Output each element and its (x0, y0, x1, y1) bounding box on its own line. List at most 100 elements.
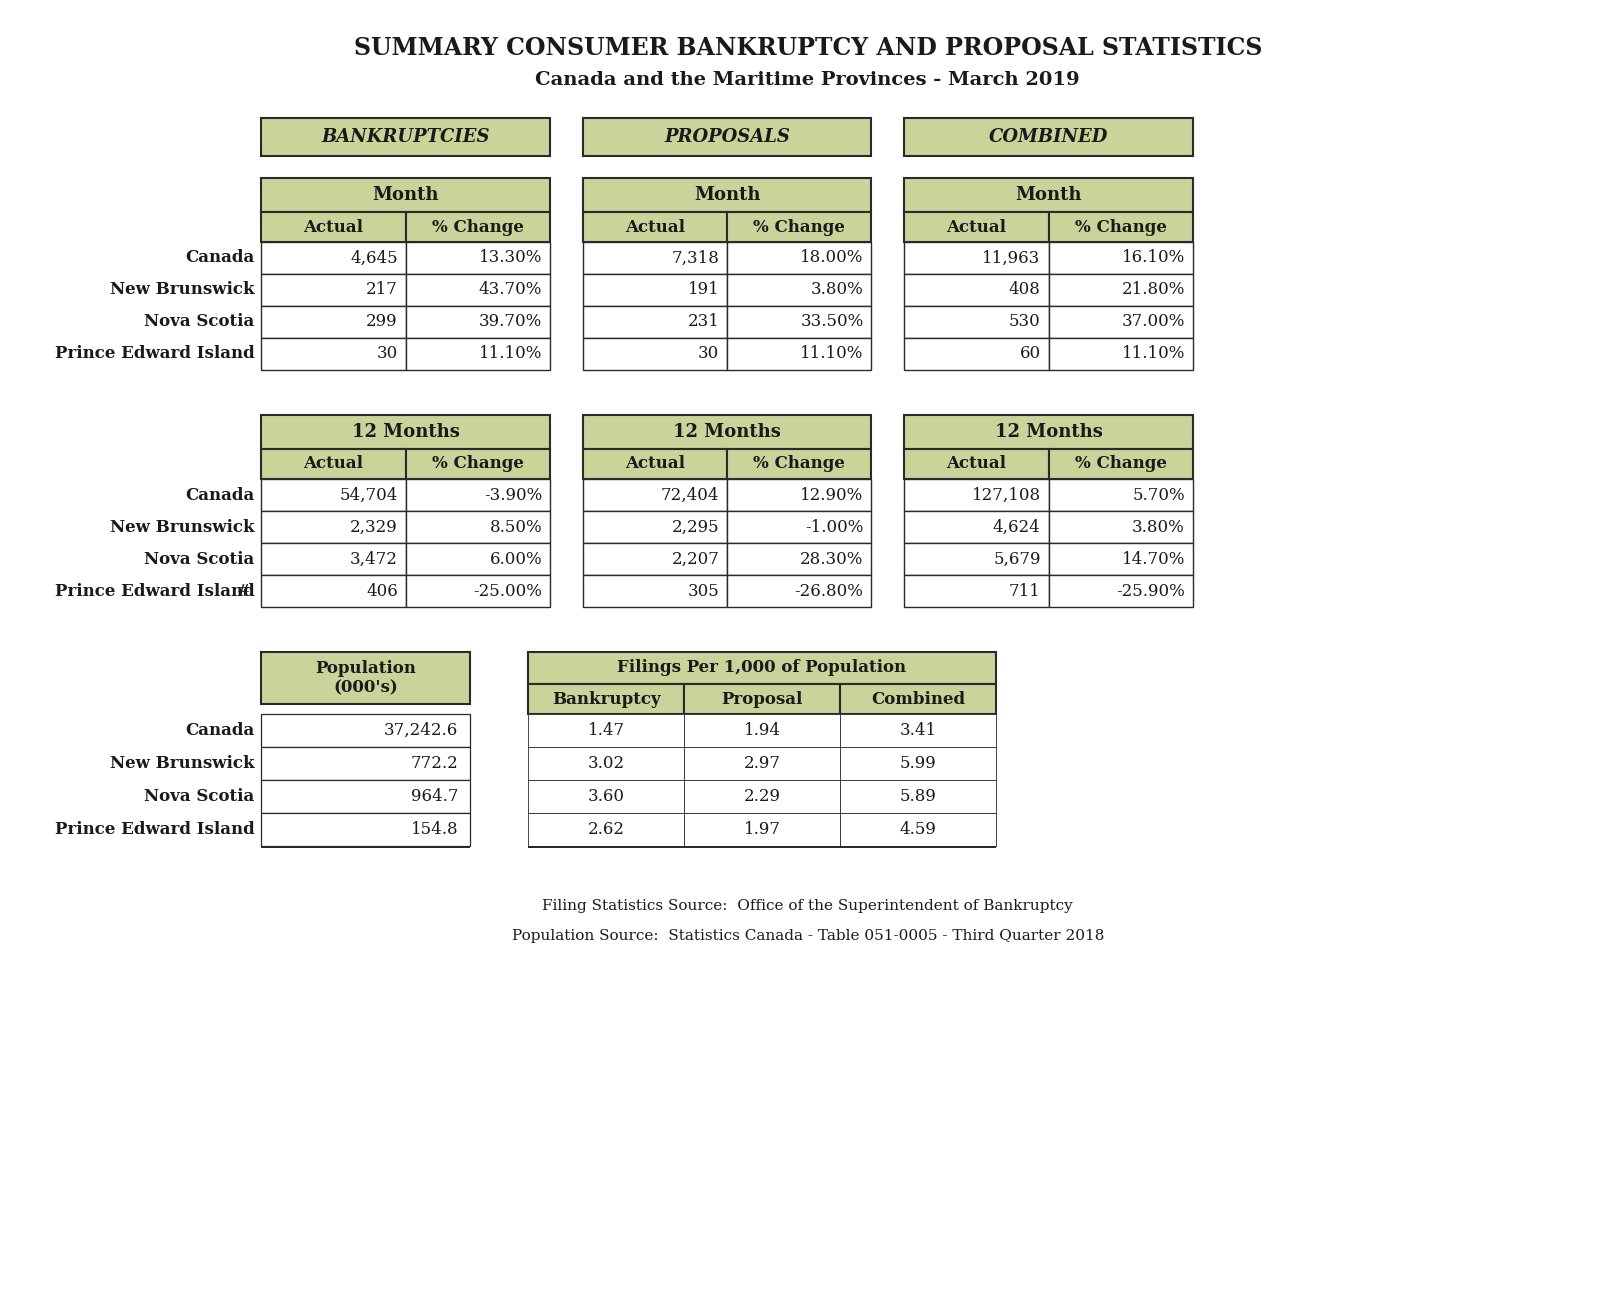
Bar (262, 652, 471, 703)
Bar (262, 714, 471, 747)
Bar (262, 511, 405, 543)
Text: 1.97: 1.97 (742, 821, 779, 838)
Text: 21.80%: 21.80% (1122, 282, 1184, 299)
Text: Population
(000's): Population (000's) (315, 659, 416, 697)
Text: 13.30%: 13.30% (479, 250, 542, 266)
Bar (1048, 449, 1192, 478)
Text: 4.59: 4.59 (898, 821, 935, 838)
Text: Canada: Canada (185, 250, 254, 266)
Text: 3.02: 3.02 (587, 755, 624, 772)
Bar (903, 306, 1048, 337)
Text: 964.7: 964.7 (411, 787, 458, 806)
Bar (903, 212, 1048, 242)
Text: 2.62: 2.62 (587, 821, 624, 838)
Bar (683, 813, 839, 846)
Bar (582, 242, 726, 274)
Bar (683, 684, 839, 714)
Text: 127,108: 127,108 (971, 486, 1040, 503)
Text: -25.90%: -25.90% (1115, 583, 1184, 600)
Text: 11,963: 11,963 (982, 250, 1040, 266)
Bar (839, 714, 995, 747)
Text: COMBINED: COMBINED (988, 128, 1107, 146)
Bar (726, 511, 871, 543)
Text: 37,242.6: 37,242.6 (384, 721, 458, 740)
Bar (582, 118, 871, 156)
Bar (726, 337, 871, 370)
Text: 5.89: 5.89 (898, 787, 935, 806)
Bar (1048, 274, 1192, 306)
Bar (1048, 543, 1192, 575)
Text: Actual: Actual (947, 219, 1006, 235)
Bar (903, 337, 1048, 370)
Bar (726, 306, 871, 337)
Text: Proposal: Proposal (722, 690, 802, 707)
Bar (262, 575, 405, 606)
Bar (582, 478, 726, 511)
Bar (903, 449, 1048, 478)
Text: 60: 60 (1019, 345, 1040, 362)
Bar (582, 337, 726, 370)
Bar (839, 747, 995, 780)
Text: New Brunswick: New Brunswick (109, 282, 254, 299)
Text: 3.41: 3.41 (898, 721, 935, 740)
Text: 8.50%: 8.50% (489, 518, 542, 535)
Bar (683, 780, 839, 813)
Bar (262, 415, 550, 449)
Bar (726, 449, 871, 478)
Text: Nova Scotia: Nova Scotia (145, 313, 254, 331)
Text: Population Source:  Statistics Canada - Table 051-0005 - Third Quarter 2018: Population Source: Statistics Canada - T… (511, 928, 1104, 943)
Text: SUMMARY CONSUMER BANKRUPTCY AND PROPOSAL STATISTICS: SUMMARY CONSUMER BANKRUPTCY AND PROPOSAL… (354, 36, 1261, 59)
Bar (405, 306, 550, 337)
Text: 30: 30 (697, 345, 718, 362)
Text: 11.10%: 11.10% (800, 345, 863, 362)
Text: 11.10%: 11.10% (479, 345, 542, 362)
Bar (582, 511, 726, 543)
Text: 30: 30 (376, 345, 397, 362)
Bar (262, 178, 550, 212)
Text: New Brunswick: New Brunswick (109, 518, 254, 535)
Text: 12 Months: 12 Months (673, 423, 781, 441)
Bar (839, 780, 995, 813)
Bar (839, 813, 995, 846)
Text: 12 Months: 12 Months (995, 423, 1102, 441)
Bar (582, 449, 726, 478)
Bar (683, 747, 839, 780)
Text: 11.10%: 11.10% (1122, 345, 1184, 362)
Text: 2,329: 2,329 (350, 518, 397, 535)
Text: Month: Month (373, 186, 439, 204)
Text: % Change: % Change (1073, 219, 1167, 235)
Bar (582, 274, 726, 306)
Text: BANKRUPTCIES: BANKRUPTCIES (321, 128, 490, 146)
Text: 4,645: 4,645 (350, 250, 397, 266)
Bar (405, 242, 550, 274)
Bar (903, 178, 1192, 212)
Text: Filing Statistics Source:  Office of the Superintendent of Bankruptcy: Filing Statistics Source: Office of the … (542, 899, 1072, 913)
Bar (582, 415, 871, 449)
Text: -26.80%: -26.80% (794, 583, 863, 600)
Text: Month: Month (1014, 186, 1082, 204)
Text: 3.80%: 3.80% (1131, 518, 1184, 535)
Text: 37.00%: 37.00% (1122, 313, 1184, 331)
Text: 2,207: 2,207 (670, 551, 718, 568)
Text: Nova Scotia: Nova Scotia (145, 787, 254, 806)
Bar (1048, 306, 1192, 337)
Text: 5,679: 5,679 (993, 551, 1040, 568)
Text: % Change: % Change (1073, 455, 1167, 472)
Text: Filings Per 1,000 of Population: Filings Per 1,000 of Population (617, 659, 906, 676)
Text: Actual: Actual (625, 219, 685, 235)
Bar (527, 813, 683, 846)
Bar (527, 714, 683, 747)
Text: Canada and the Maritime Provinces - March 2019: Canada and the Maritime Provinces - Marc… (535, 71, 1080, 89)
Text: 406: 406 (366, 583, 397, 600)
Bar (262, 212, 405, 242)
Text: Prince Edward Island: Prince Edward Island (55, 345, 254, 362)
Text: 6.00%: 6.00% (489, 551, 542, 568)
Text: 2.97: 2.97 (742, 755, 779, 772)
Text: -1.00%: -1.00% (805, 518, 863, 535)
Bar (839, 684, 995, 714)
Text: 7,318: 7,318 (670, 250, 718, 266)
Bar (262, 449, 405, 478)
Bar (582, 306, 726, 337)
Text: 1.47: 1.47 (587, 721, 624, 740)
Text: % Change: % Change (754, 219, 845, 235)
